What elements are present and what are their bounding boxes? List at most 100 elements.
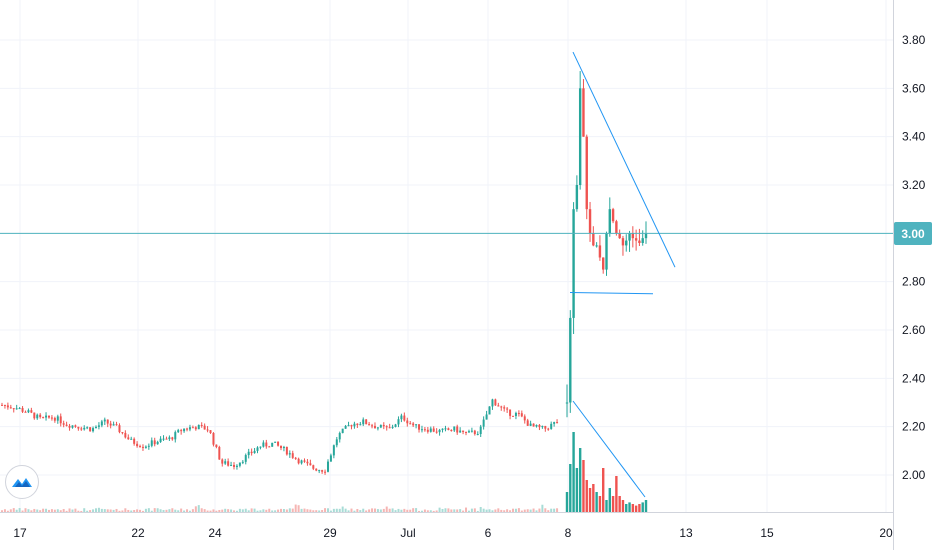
candle-body xyxy=(139,446,142,448)
volume-bar xyxy=(631,504,635,512)
volume-bar xyxy=(350,508,353,512)
candle-body xyxy=(159,438,162,442)
candle-body xyxy=(183,428,186,432)
volume-bar xyxy=(429,510,432,512)
candle-body xyxy=(335,439,338,446)
volume-bar xyxy=(200,508,203,512)
volume-bar xyxy=(65,510,68,512)
candle-body xyxy=(547,428,550,430)
volume-bar xyxy=(27,509,30,512)
candle-body xyxy=(435,431,438,433)
volume-bar xyxy=(611,496,615,512)
volume-bar xyxy=(365,510,368,512)
volume-bar xyxy=(186,509,189,512)
candle-body xyxy=(80,428,83,430)
candle-body xyxy=(418,424,421,430)
volume-bar xyxy=(259,510,262,512)
candle-body xyxy=(112,424,115,426)
candle-body xyxy=(282,446,285,449)
y-tick-label: 2.00 xyxy=(902,468,926,482)
candle-body xyxy=(538,424,541,428)
candle-body xyxy=(488,406,491,415)
volume-bar xyxy=(9,509,12,512)
candle-body xyxy=(124,432,127,438)
candle-body xyxy=(379,424,382,428)
candle-body xyxy=(47,415,50,418)
candle-body xyxy=(94,426,97,429)
tradingview-logo[interactable] xyxy=(5,465,39,499)
volume-bar xyxy=(174,509,177,512)
x-tick-label: 15 xyxy=(760,526,774,540)
volume-layer xyxy=(1,432,648,512)
candle-layer xyxy=(1,71,648,475)
candle-body xyxy=(233,464,236,467)
candle-body xyxy=(247,451,250,456)
price-upper-trendline xyxy=(572,51,676,268)
candle-body xyxy=(470,430,473,432)
volume-bar xyxy=(288,508,291,512)
candle-body xyxy=(459,430,462,433)
candle-body xyxy=(121,432,124,434)
candle-body xyxy=(209,430,212,434)
volume-bar xyxy=(139,509,142,512)
candle-body xyxy=(598,245,602,258)
volume-bar xyxy=(409,509,412,512)
candle-body xyxy=(241,461,244,463)
candle-body xyxy=(447,428,450,430)
candle-body xyxy=(318,470,321,472)
candle-body xyxy=(479,426,482,435)
volume-bar xyxy=(335,508,338,512)
volume-bar xyxy=(344,508,347,512)
candle-body xyxy=(215,444,218,447)
volume-bar xyxy=(18,508,21,512)
candle-body xyxy=(494,399,497,406)
volume-bar xyxy=(535,510,538,512)
volume-bar xyxy=(103,509,106,512)
candle-body xyxy=(218,446,221,460)
volume-bar xyxy=(315,510,318,512)
volume-bar xyxy=(420,510,423,512)
volume-bar xyxy=(50,509,53,512)
volume-bar xyxy=(379,509,382,512)
volume-bar xyxy=(550,508,553,512)
volume-bar xyxy=(356,508,359,512)
candle-body xyxy=(265,442,268,447)
volume-bar xyxy=(476,510,479,512)
volume-bar xyxy=(159,509,162,512)
candle-body xyxy=(6,405,9,408)
volume-bar xyxy=(426,510,429,512)
volume-bar xyxy=(575,468,579,512)
candle-body xyxy=(92,428,95,432)
volume-bar xyxy=(206,510,209,512)
volume-bar xyxy=(256,510,259,512)
volume-bar xyxy=(68,508,71,512)
candle-body xyxy=(127,437,130,440)
candle-body xyxy=(565,402,569,404)
volume-bar xyxy=(133,510,136,512)
candle-body xyxy=(39,414,42,418)
candle-body xyxy=(12,408,15,410)
volume-bar xyxy=(153,508,156,512)
volume-bar xyxy=(618,496,621,512)
volume-bar xyxy=(1,510,3,512)
candle-body xyxy=(309,463,312,466)
candle-body xyxy=(130,438,133,440)
candle-body xyxy=(100,421,103,426)
candle-body xyxy=(450,429,453,431)
volume-bar xyxy=(615,476,618,512)
x-tick-label: 20 xyxy=(879,526,893,540)
x-tick-label: 13 xyxy=(679,526,693,540)
volume-bar xyxy=(459,509,462,512)
candle-body xyxy=(344,425,347,429)
volume-bar xyxy=(250,508,253,512)
candle-body xyxy=(482,419,485,427)
candle-body xyxy=(153,440,156,445)
candle-body xyxy=(144,446,147,448)
x-tick-label: 29 xyxy=(323,526,337,540)
candle-body xyxy=(227,461,230,466)
candle-body xyxy=(491,399,494,407)
candle-body xyxy=(235,465,238,467)
